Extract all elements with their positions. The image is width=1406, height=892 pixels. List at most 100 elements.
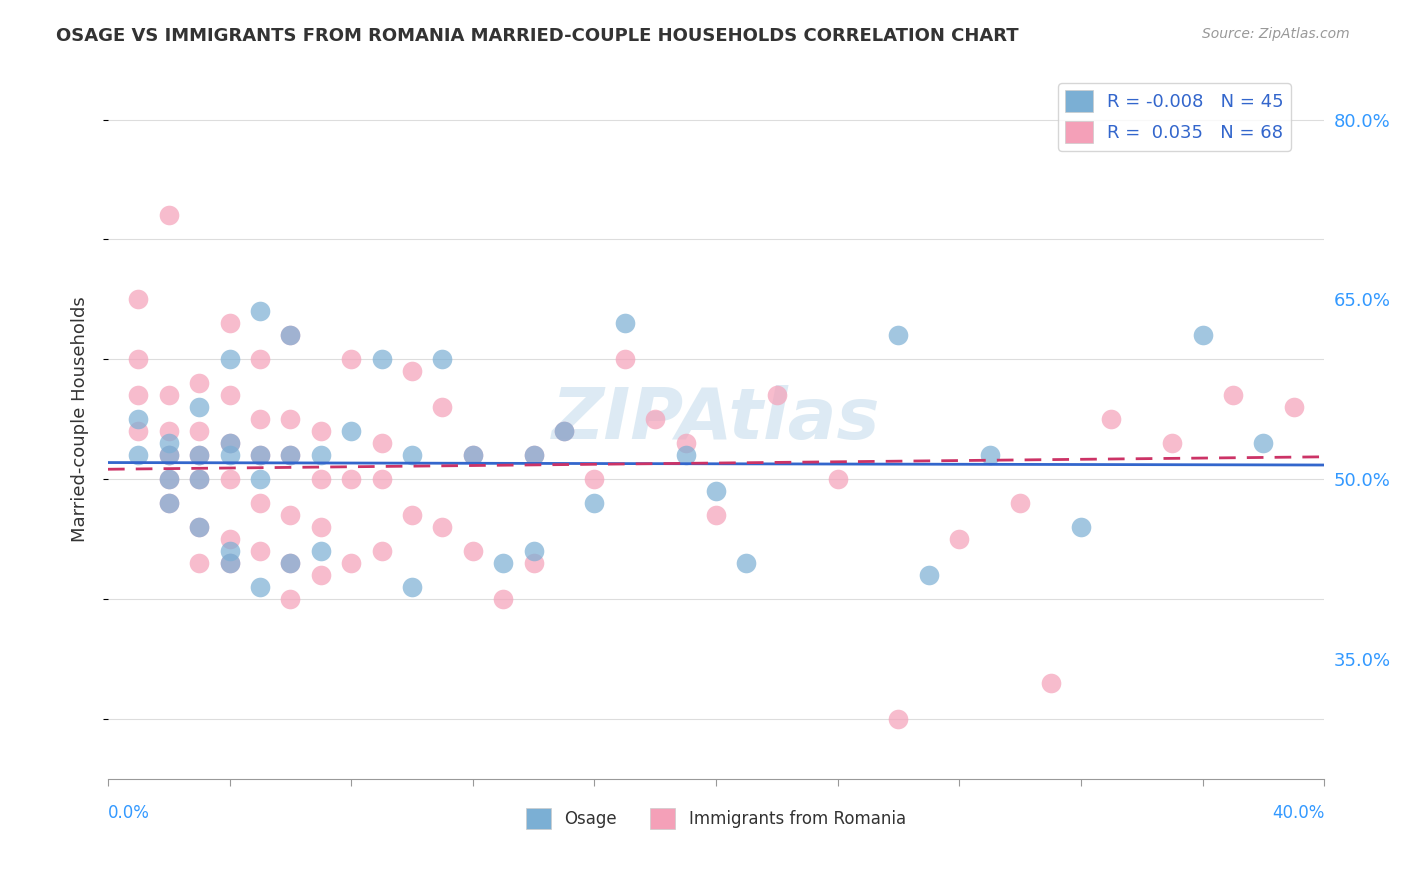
Point: [280, 412, 302, 426]
Point: [218, 472, 240, 486]
Point: [157, 388, 180, 402]
Point: [583, 472, 606, 486]
Point: [218, 448, 240, 462]
Point: [492, 592, 515, 607]
Point: [127, 352, 149, 367]
Point: [309, 448, 332, 462]
Point: [218, 532, 240, 546]
Point: [523, 448, 546, 462]
Point: [979, 448, 1001, 462]
Point: [766, 388, 789, 402]
Point: [249, 352, 271, 367]
Point: [613, 352, 636, 367]
Point: [553, 424, 575, 438]
Point: [280, 592, 302, 607]
Point: [461, 448, 484, 462]
Point: [735, 556, 758, 570]
Point: [309, 568, 332, 582]
Point: [218, 388, 240, 402]
Point: [887, 712, 910, 726]
Point: [218, 352, 240, 367]
Point: [157, 472, 180, 486]
Point: [249, 496, 271, 510]
Point: [218, 556, 240, 570]
Point: [704, 484, 727, 499]
Point: [280, 448, 302, 462]
Point: [340, 352, 363, 367]
Point: [249, 544, 271, 558]
Point: [401, 580, 423, 594]
Point: [340, 556, 363, 570]
Point: [675, 448, 697, 462]
Point: [280, 328, 302, 343]
Point: [432, 352, 454, 367]
Y-axis label: Married-couple Households: Married-couple Households: [72, 296, 89, 542]
Point: [401, 508, 423, 523]
Point: [370, 472, 392, 486]
Point: [370, 352, 392, 367]
Legend: Osage, Immigrants from Romania: Osage, Immigrants from Romania: [520, 802, 912, 835]
Point: [1039, 676, 1062, 690]
Point: [401, 448, 423, 462]
Point: [1161, 436, 1184, 450]
Point: [218, 436, 240, 450]
Point: [188, 376, 211, 391]
Point: [218, 436, 240, 450]
Text: 40.0%: 40.0%: [1272, 804, 1324, 822]
Point: [127, 388, 149, 402]
Point: [887, 328, 910, 343]
Point: [1282, 401, 1305, 415]
Text: OSAGE VS IMMIGRANTS FROM ROMANIA MARRIED-COUPLE HOUSEHOLDS CORRELATION CHART: OSAGE VS IMMIGRANTS FROM ROMANIA MARRIED…: [56, 27, 1019, 45]
Point: [249, 580, 271, 594]
Point: [583, 496, 606, 510]
Point: [249, 448, 271, 462]
Point: [280, 328, 302, 343]
Point: [523, 544, 546, 558]
Point: [218, 556, 240, 570]
Point: [948, 532, 970, 546]
Point: [644, 412, 666, 426]
Point: [432, 520, 454, 534]
Text: Source: ZipAtlas.com: Source: ZipAtlas.com: [1202, 27, 1350, 41]
Point: [309, 424, 332, 438]
Point: [1191, 328, 1213, 343]
Point: [1099, 412, 1122, 426]
Point: [249, 412, 271, 426]
Point: [188, 472, 211, 486]
Point: [1253, 436, 1275, 450]
Point: [340, 424, 363, 438]
Point: [280, 556, 302, 570]
Point: [280, 448, 302, 462]
Point: [340, 472, 363, 486]
Point: [1010, 496, 1032, 510]
Text: 0.0%: 0.0%: [108, 804, 150, 822]
Point: [249, 472, 271, 486]
Point: [613, 316, 636, 330]
Point: [188, 448, 211, 462]
Point: [157, 472, 180, 486]
Point: [523, 556, 546, 570]
Point: [523, 448, 546, 462]
Point: [370, 544, 392, 558]
Point: [157, 448, 180, 462]
Point: [432, 401, 454, 415]
Point: [157, 496, 180, 510]
Point: [309, 544, 332, 558]
Point: [157, 436, 180, 450]
Point: [188, 401, 211, 415]
Point: [553, 424, 575, 438]
Point: [188, 472, 211, 486]
Point: [218, 544, 240, 558]
Point: [249, 448, 271, 462]
Point: [127, 412, 149, 426]
Point: [249, 304, 271, 318]
Point: [127, 448, 149, 462]
Point: [157, 496, 180, 510]
Point: [918, 568, 941, 582]
Point: [461, 448, 484, 462]
Point: [188, 448, 211, 462]
Point: [401, 364, 423, 378]
Point: [157, 448, 180, 462]
Point: [280, 508, 302, 523]
Point: [1070, 520, 1092, 534]
